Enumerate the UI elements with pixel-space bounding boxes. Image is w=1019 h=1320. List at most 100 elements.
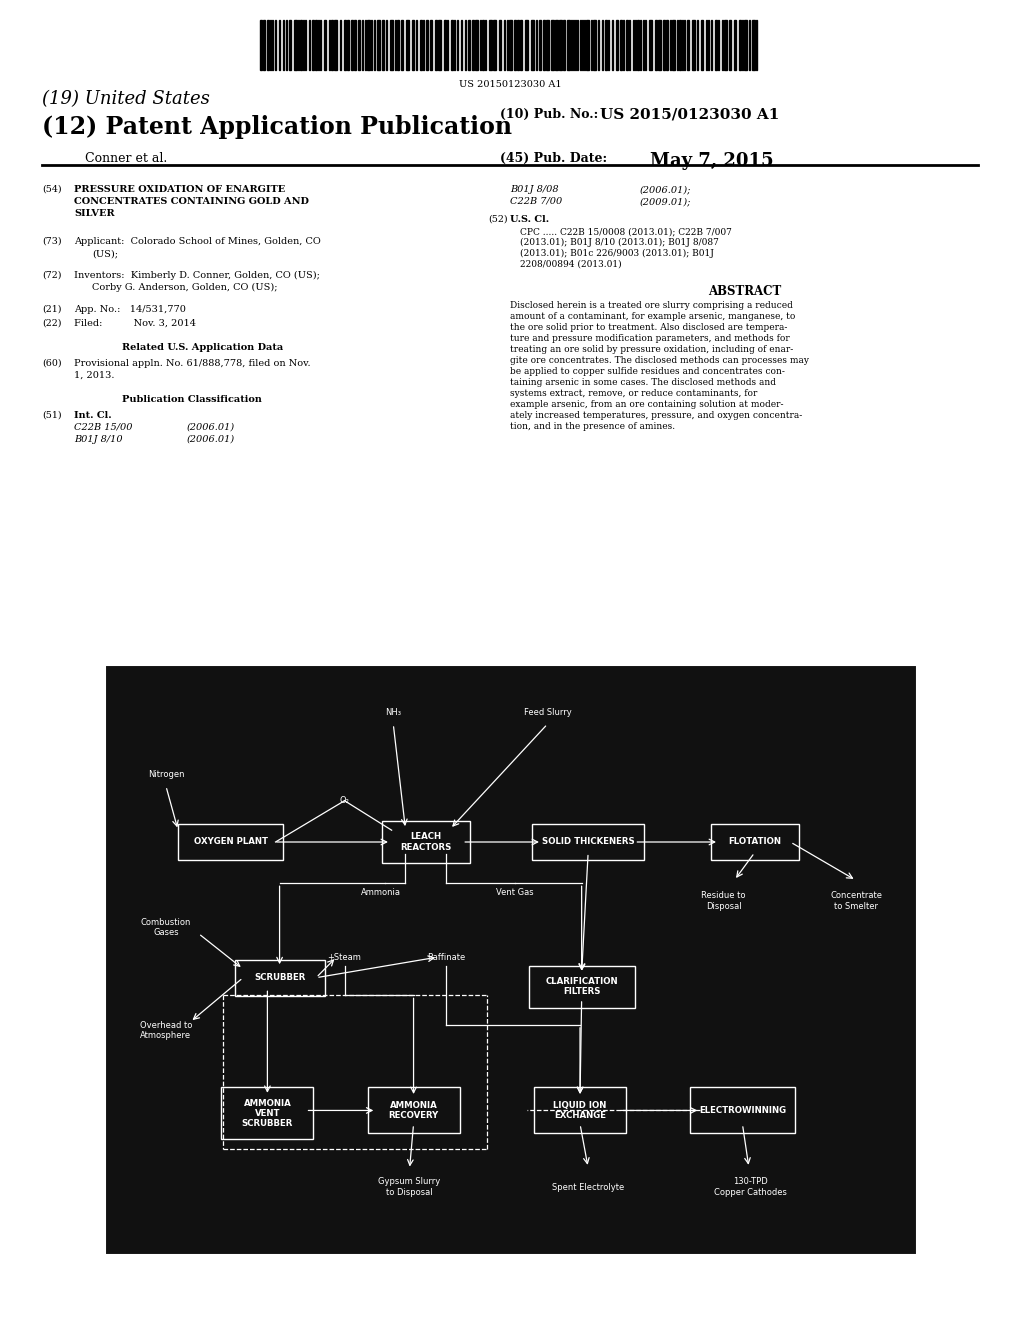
- Text: (2006.01);: (2006.01);: [639, 185, 691, 194]
- Text: +Steam: +Steam: [327, 953, 361, 961]
- Bar: [343, 20, 345, 70]
- Bar: [545, 20, 548, 70]
- Bar: [450, 20, 452, 70]
- Text: (54): (54): [42, 185, 61, 194]
- Bar: [700, 20, 702, 70]
- Text: the ore solid prior to treatment. Also disclosed are tempera-: the ore solid prior to treatment. Also d…: [510, 323, 787, 333]
- Text: Gypsum Slurry
to Disposal: Gypsum Slurry to Disposal: [378, 1177, 440, 1197]
- Text: treating an ore solid by pressure oxidation, including of enar-: treating an ore solid by pressure oxidat…: [510, 345, 793, 354]
- Text: LEACH
REACTORS: LEACH REACTORS: [399, 833, 451, 851]
- Bar: [358, 20, 360, 70]
- Text: Int. Cl.: Int. Cl.: [74, 411, 111, 420]
- Bar: [312, 20, 314, 70]
- Text: (22): (22): [42, 319, 61, 327]
- Bar: [105, 665, 916, 1255]
- Text: May 7, 2015: May 7, 2015: [649, 152, 772, 170]
- Bar: [472, 20, 474, 70]
- Text: ELECTROWINNING: ELECTROWINNING: [698, 1106, 786, 1115]
- Text: (2013.01); B01J 8/10 (2013.01); B01J 8/087: (2013.01); B01J 8/10 (2013.01); B01J 8/0…: [520, 238, 718, 247]
- Bar: [620, 20, 622, 70]
- Bar: [221, 1088, 313, 1139]
- Bar: [679, 20, 681, 70]
- Bar: [554, 20, 557, 70]
- Text: Conner et al.: Conner et al.: [85, 152, 167, 165]
- Bar: [567, 20, 570, 70]
- Text: amount of a contaminant, for example arsenic, manganese, to: amount of a contaminant, for example ars…: [510, 312, 795, 321]
- Bar: [475, 20, 478, 70]
- Bar: [615, 20, 618, 70]
- Text: U.S. Cl.: U.S. Cl.: [510, 215, 548, 224]
- Bar: [743, 20, 746, 70]
- Bar: [382, 20, 383, 70]
- Text: CLARIFICATION
FILTERS: CLARIFICATION FILTERS: [545, 977, 618, 997]
- Text: Disclosed herein is a treated ore slurry comprising a reduced: Disclosed herein is a treated ore slurry…: [510, 301, 792, 310]
- Text: O₂: O₂: [339, 796, 350, 805]
- Bar: [657, 20, 660, 70]
- Text: Publication Classification: Publication Classification: [122, 395, 262, 404]
- Text: Inventors:  Kimberly D. Conner, Golden, CO (US);: Inventors: Kimberly D. Conner, Golden, C…: [74, 271, 320, 280]
- Text: Residue to
Disposal: Residue to Disposal: [701, 891, 745, 911]
- Bar: [648, 20, 651, 70]
- Bar: [672, 20, 675, 70]
- Bar: [389, 20, 392, 70]
- Bar: [531, 20, 534, 70]
- Text: US 2015/0123030 A1: US 2015/0123030 A1: [599, 108, 779, 121]
- Bar: [354, 20, 356, 70]
- Text: B01J 8/08: B01J 8/08: [510, 185, 558, 194]
- Text: (10) Pub. No.:: (10) Pub. No.:: [499, 108, 598, 121]
- Bar: [288, 20, 290, 70]
- Text: Filed:          Nov. 3, 2014: Filed: Nov. 3, 2014: [74, 319, 196, 327]
- Bar: [691, 20, 694, 70]
- Text: Combustion
Gases: Combustion Gases: [141, 917, 191, 937]
- Bar: [739, 20, 740, 70]
- Text: App. No.:   14/531,770: App. No.: 14/531,770: [74, 305, 185, 314]
- Text: C22B 7/00: C22B 7/00: [510, 197, 561, 206]
- Text: 130-TPD
Copper Cathodes: 130-TPD Copper Cathodes: [713, 1177, 787, 1197]
- Text: ately increased temperatures, pressure, and oxygen concentra-: ately increased temperatures, pressure, …: [510, 411, 802, 420]
- Bar: [333, 20, 336, 70]
- Bar: [558, 20, 561, 70]
- Text: ture and pressure modification parameters, and methods for: ture and pressure modification parameter…: [510, 334, 789, 343]
- Bar: [367, 20, 370, 70]
- Text: B01J 8/10: B01J 8/10: [74, 436, 122, 444]
- Text: (73): (73): [42, 238, 61, 246]
- Text: PRESSURE OXIDATION OF ENARGITE: PRESSURE OXIDATION OF ENARGITE: [74, 185, 285, 194]
- Text: Corby G. Anderson, Golden, CO (US);: Corby G. Anderson, Golden, CO (US);: [92, 282, 277, 292]
- Text: LIQUID ION
EXCHANGE: LIQUID ION EXCHANGE: [552, 1101, 606, 1121]
- Bar: [315, 20, 317, 70]
- Text: (2006.01): (2006.01): [186, 422, 235, 432]
- Bar: [550, 20, 553, 70]
- Bar: [525, 20, 528, 70]
- Text: AMMONIA
RECOVERY: AMMONIA RECOVERY: [388, 1101, 438, 1121]
- Bar: [498, 20, 500, 70]
- Text: SILVER: SILVER: [74, 209, 114, 218]
- Text: Nitrogen: Nitrogen: [148, 770, 184, 779]
- Bar: [400, 20, 403, 70]
- Bar: [426, 20, 428, 70]
- Bar: [534, 1088, 626, 1134]
- Bar: [532, 824, 644, 861]
- Bar: [528, 965, 634, 1007]
- Bar: [381, 821, 470, 863]
- Bar: [687, 20, 688, 70]
- Bar: [263, 20, 265, 70]
- Bar: [586, 20, 588, 70]
- Text: taining arsenic in some cases. The disclosed methods and: taining arsenic in some cases. The discl…: [510, 378, 775, 387]
- Text: SOLID THICKENERS: SOLID THICKENERS: [541, 837, 634, 846]
- Bar: [406, 20, 409, 70]
- Bar: [492, 20, 495, 70]
- Text: Overhead to
Atmosphere: Overhead to Atmosphere: [140, 1022, 192, 1040]
- Bar: [662, 20, 664, 70]
- Bar: [714, 20, 716, 70]
- Text: (21): (21): [42, 305, 61, 314]
- Text: Provisional appln. No. 61/888,778, filed on Nov.: Provisional appln. No. 61/888,778, filed…: [74, 359, 311, 368]
- Bar: [520, 20, 522, 70]
- Text: (2006.01): (2006.01): [186, 436, 235, 444]
- Bar: [434, 20, 436, 70]
- Bar: [542, 20, 544, 70]
- Text: (12) Patent Application Publication: (12) Patent Application Publication: [42, 115, 512, 139]
- Bar: [367, 1088, 460, 1134]
- Bar: [665, 20, 667, 70]
- Text: ABSTRACT: ABSTRACT: [707, 285, 781, 298]
- Text: FLOTATION: FLOTATION: [728, 837, 781, 846]
